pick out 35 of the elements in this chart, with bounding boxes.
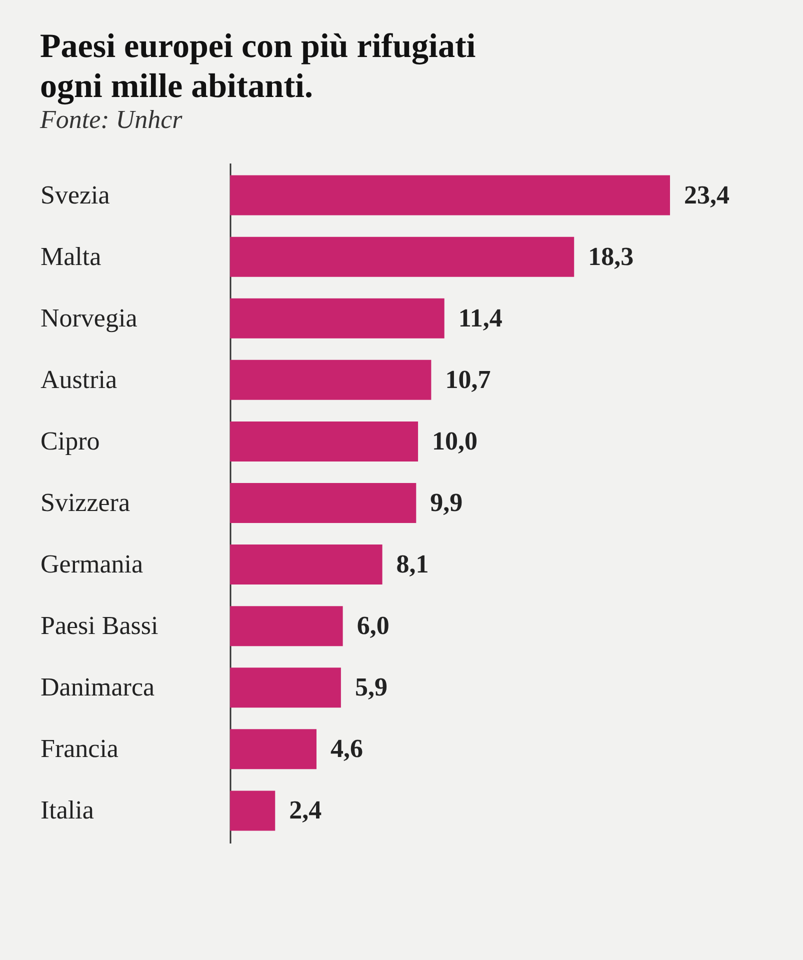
- bar: [230, 729, 316, 770]
- y-tick-label: Paesi Bassi: [40, 611, 158, 640]
- bar: [230, 175, 670, 216]
- bar: [230, 544, 382, 585]
- y-tick-label: Svizzera: [40, 488, 130, 517]
- chart-title: Paesi europei con più rifugiati ogni mille abitanti.: [40, 28, 476, 105]
- data-label: 4,6: [330, 734, 363, 764]
- y-tick-label: Malta: [40, 242, 102, 271]
- data-label: 10,7: [445, 364, 491, 394]
- y-tick-label: Germania: [40, 550, 144, 579]
- bar: [230, 298, 444, 338]
- bar: [230, 483, 416, 523]
- bar: [230, 790, 276, 831]
- data-label: 6,0: [356, 611, 390, 640]
- bar: [230, 606, 343, 646]
- y-tick-label: Cipro: [40, 426, 100, 456]
- y-tick-label: Austria: [40, 364, 118, 394]
- y-tick-label: Norvegia: [40, 303, 138, 332]
- y-tick-label: Italia: [40, 796, 94, 825]
- data-label: 23,4: [684, 180, 730, 210]
- data-label: 5,9: [354, 672, 388, 702]
- bar: [230, 236, 574, 277]
- bar: [230, 421, 418, 462]
- y-tick-label: Svezia: [40, 180, 110, 210]
- data-label: 11,4: [458, 303, 502, 332]
- bar: [230, 360, 432, 400]
- data-label: 8,1: [396, 550, 429, 579]
- data-label: 10,0: [432, 426, 478, 456]
- bar: [230, 668, 341, 708]
- y-tick-label: Danimarca: [40, 672, 155, 702]
- y-tick-label: Francia: [40, 734, 119, 764]
- data-label: 9,9: [430, 488, 463, 517]
- data-label: 2,4: [289, 796, 322, 825]
- source-note: Fonte: Unhcr: [39, 105, 184, 134]
- data-label: 18,3: [588, 242, 634, 271]
